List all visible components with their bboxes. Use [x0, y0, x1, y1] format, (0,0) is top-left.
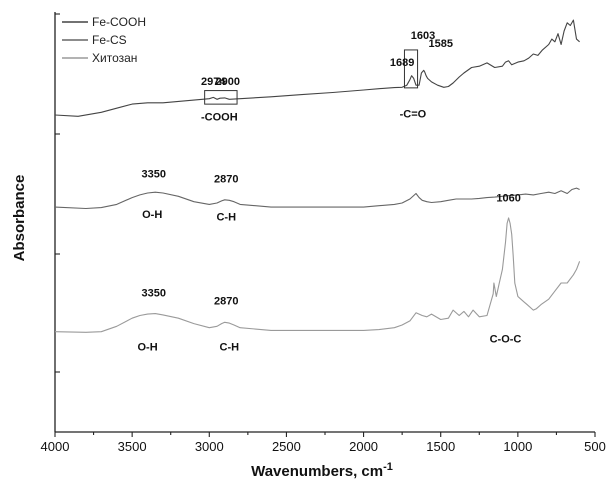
series-line-fe-cooh	[54, 19, 580, 117]
legend: Fe-COOH Fe-CS Хитозан	[62, 15, 146, 65]
series-layer	[54, 19, 581, 333]
annotation-label-2: -COOH	[201, 111, 238, 123]
x-tick-label-1000: 1000	[503, 439, 532, 454]
x-tick-label-500: 500	[584, 439, 606, 454]
annotation-label-10: C-H	[216, 212, 236, 224]
series-line-хитозан	[54, 217, 581, 333]
annotation-label-14: 2870	[214, 296, 238, 308]
highlight-box-0	[204, 90, 238, 105]
annotation-label-15: C-H	[220, 342, 240, 354]
y-axis-title: Absorbance	[11, 175, 28, 262]
x-tick-label-3000: 3000	[195, 439, 224, 454]
annotation-label-3: 1689	[390, 57, 414, 69]
x-tick-label-1500: 1500	[426, 439, 455, 454]
x-tick-label-2500: 2500	[272, 439, 301, 454]
annotation-label-1: 2900	[216, 76, 240, 88]
annotation-label-6: -C=O	[400, 109, 427, 121]
x-axis-title-superscript: -1	[383, 461, 393, 473]
annotation-label-13: O-H	[137, 342, 157, 354]
annotation-label-0: 2974	[201, 76, 226, 88]
annotation-label-16: C-O-C	[490, 334, 522, 346]
annotation-label-12: 3350	[142, 288, 166, 300]
annotation-label-5: 1585	[428, 38, 452, 50]
annotation-label-4: 1603	[411, 30, 435, 42]
legend-label-2: Хитозан	[92, 51, 137, 65]
annotation-label-7: 3350	[142, 168, 166, 180]
x-tick-label-2000: 2000	[349, 439, 378, 454]
highlight-box-1	[403, 49, 419, 89]
x-axis-title-text: Wavenumbers, cm	[251, 463, 383, 480]
annotation-label-11: 1060	[496, 193, 520, 205]
series-line-fe-cs	[54, 187, 580, 210]
legend-label-0: Fe-COOH	[92, 15, 146, 29]
x-axis-title: Wavenumbers, cm-1	[251, 461, 393, 480]
annotation-label-8: O-H	[142, 209, 162, 221]
legend-label-1: Fe-CS	[92, 33, 127, 47]
axes: 4000 3500 3000 2500 2000 1500 1000 500	[41, 12, 606, 454]
annotation-label-9: 2870	[214, 174, 238, 186]
x-tick-label-3500: 3500	[118, 439, 147, 454]
x-tick-label-4000: 4000	[41, 439, 70, 454]
